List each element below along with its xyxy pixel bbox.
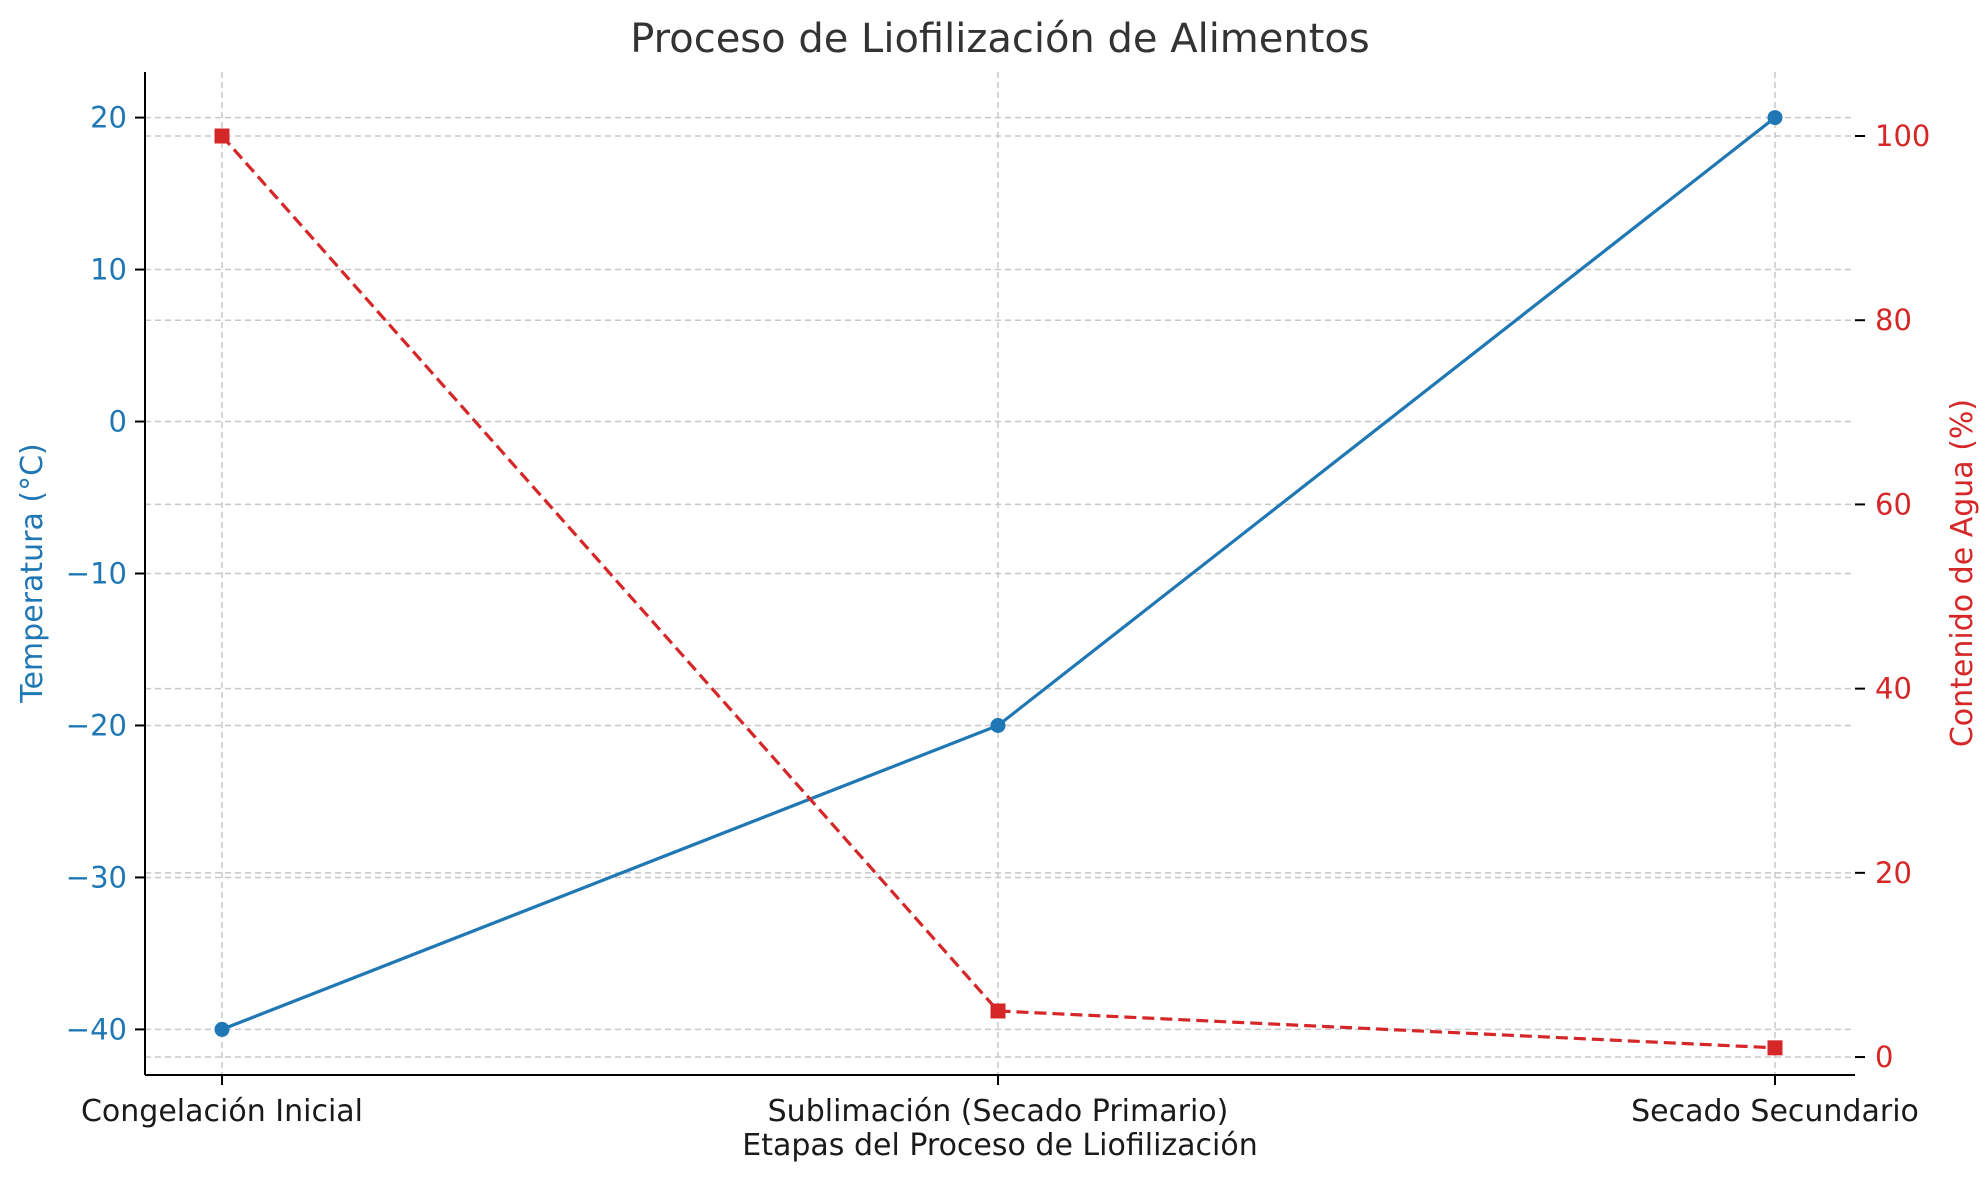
right-tick-label: 0 xyxy=(1875,1040,1893,1074)
series-line-1 xyxy=(220,134,1776,1050)
x-tick-label: Congelación Inicial xyxy=(81,1094,363,1129)
x-axis-ticks: Congelación Inicial Sublimación (Secado P… xyxy=(81,1075,1919,1129)
left-tick-label: 0 xyxy=(109,405,127,439)
right-tick-label: 60 xyxy=(1875,487,1912,521)
data-point-0-2 xyxy=(1767,110,1783,126)
chart-title: Proceso de Liofilización de Alimentos xyxy=(630,16,1369,62)
left-tick-label: 10 xyxy=(90,253,127,287)
x-tick-label: Sublimación (Secado Primario) xyxy=(768,1094,1229,1129)
right-y-axis-title: Contenido de Agua (%) xyxy=(1945,399,1980,747)
series xyxy=(214,110,1783,1056)
left-y-axis-title: Temperatura (°C) xyxy=(15,443,50,704)
left-tick-label: 20 xyxy=(90,101,127,135)
data-point-1-2 xyxy=(1767,1040,1783,1056)
right-tick-label: 80 xyxy=(1875,303,1912,337)
series-1 xyxy=(214,128,1783,1056)
right-tick-label: 40 xyxy=(1875,672,1912,706)
data-point-0-0 xyxy=(214,1021,230,1037)
x-tick-label: Secado Secundario xyxy=(1631,1094,1919,1129)
right-tick-label: 100 xyxy=(1875,119,1930,153)
left-tick-label: −30 xyxy=(66,860,127,894)
data-point-1-0 xyxy=(214,128,230,144)
grid xyxy=(145,72,1855,1075)
left-tick-label: −40 xyxy=(66,1012,127,1046)
left-tick-label: −10 xyxy=(66,557,127,591)
x-axis-title: Etapas del Proceso de Liofilización xyxy=(742,1128,1257,1163)
right-tick-label: 20 xyxy=(1875,856,1912,890)
left-y-axis-ticks: −40 −30 −20 −10 0 10 20 xyxy=(66,101,145,1046)
left-tick-label: −20 xyxy=(66,708,127,742)
right-y-axis-ticks: 0 20 40 60 80 100 xyxy=(1855,119,1930,1074)
data-point-1-1 xyxy=(990,1003,1006,1019)
series-0 xyxy=(214,110,1783,1037)
data-point-0-1 xyxy=(990,717,1006,733)
